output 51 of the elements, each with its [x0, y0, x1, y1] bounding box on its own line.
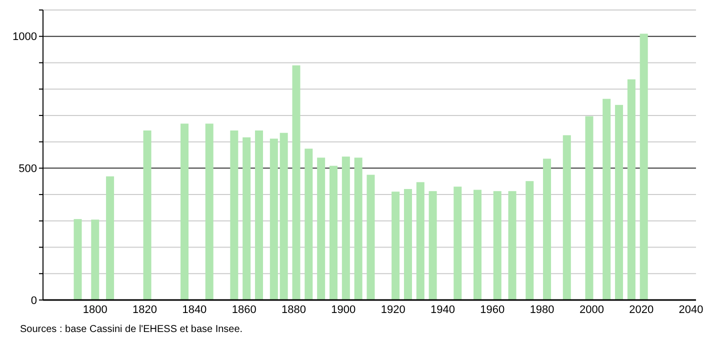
bar: [366, 174, 375, 300]
bar: [416, 182, 424, 300]
x-tick-label: 1840: [182, 304, 207, 316]
y-tick-label: 500: [18, 163, 37, 176]
bar: [508, 191, 516, 300]
bar: [585, 116, 594, 300]
bar: [392, 192, 400, 300]
x-tick-label: 1820: [132, 304, 158, 316]
bar: [640, 34, 648, 300]
bar: [74, 219, 82, 300]
bar: [230, 130, 238, 300]
bar: [428, 191, 437, 300]
source-note: Sources : base Cassini de l'EHESS et base Insee.: [20, 324, 243, 335]
y-tick-label: 1000: [12, 31, 37, 44]
bar: [292, 65, 300, 300]
bar: [474, 190, 482, 300]
x-tick-label: 1960: [480, 304, 505, 316]
bar: [627, 79, 636, 300]
x-tick-label: 1940: [430, 304, 455, 316]
bar: [280, 132, 288, 300]
bar: [242, 137, 251, 300]
bar: [454, 186, 462, 300]
bar: [602, 98, 611, 300]
bar: [91, 220, 100, 300]
x-tick-label: 2020: [629, 304, 654, 316]
x-tick-label: 2000: [579, 304, 604, 316]
bar: [304, 148, 313, 300]
x-tick-label: 2040: [678, 304, 704, 316]
bar: [330, 166, 338, 300]
bar: [106, 176, 114, 300]
bar: [205, 124, 214, 300]
bar: [317, 158, 326, 300]
x-tick-label: 1800: [82, 304, 108, 316]
bar: [180, 124, 189, 300]
bar: [270, 138, 278, 300]
bar: [493, 191, 502, 300]
x-tick-label: 1860: [232, 304, 256, 316]
bar: [615, 104, 624, 300]
x-tick-label: 1980: [530, 304, 554, 316]
bar: [404, 189, 412, 300]
y-tick-label: 0: [30, 294, 37, 307]
bar: [354, 158, 362, 300]
bar: [255, 130, 264, 300]
x-tick-label: 1900: [331, 304, 356, 316]
bar: [342, 156, 350, 300]
bar: [526, 181, 534, 300]
x-tick-label: 1920: [380, 304, 406, 316]
x-tick-label: 1880: [282, 304, 306, 316]
bar: [543, 158, 552, 300]
bar: [143, 130, 152, 300]
bar: [562, 135, 571, 300]
